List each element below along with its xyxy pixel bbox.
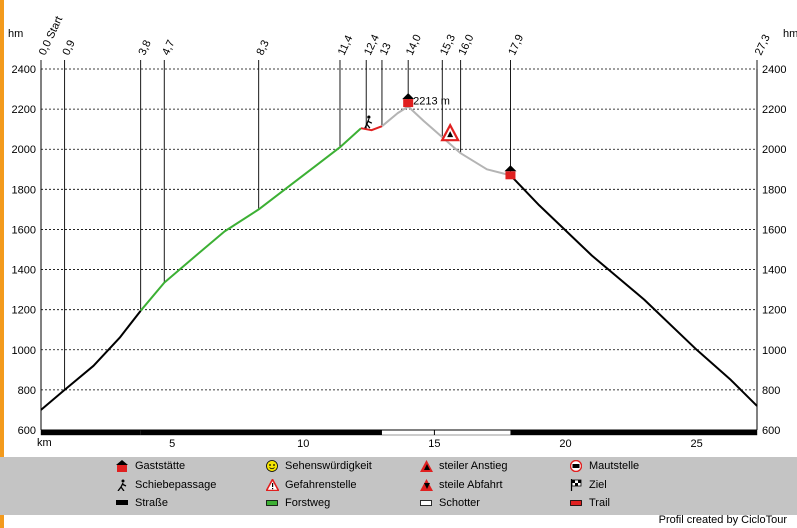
series-line bbox=[509, 174, 758, 407]
legend-label: Mautstelle bbox=[589, 460, 640, 472]
series-line bbox=[381, 105, 511, 177]
waypoint-label: 16,0 bbox=[456, 33, 476, 57]
y-tick-label: 1600 bbox=[12, 224, 36, 236]
legend-label: Gaststätte bbox=[135, 460, 186, 472]
surface-segment bbox=[41, 430, 141, 435]
peak-label: 2213 m bbox=[413, 96, 450, 108]
legend-label: Schotter bbox=[439, 497, 480, 509]
y-tick-label-right: 800 bbox=[762, 385, 780, 397]
legend-label: Ziel bbox=[589, 479, 607, 491]
x-tick-label: 15 bbox=[428, 438, 440, 450]
legend-item: Forstweg bbox=[265, 497, 330, 509]
legend-item: steiler Anstieg bbox=[419, 460, 507, 472]
y-tick-label-right: 1200 bbox=[762, 305, 786, 317]
y-tick-label-right: 1800 bbox=[762, 184, 786, 196]
legend-label: steile Abfahrt bbox=[439, 479, 503, 491]
x-tick-label: 25 bbox=[691, 438, 703, 450]
surface-segment bbox=[510, 430, 757, 435]
y-tick-label: 1800 bbox=[12, 184, 36, 196]
x-tick-label: 20 bbox=[559, 438, 571, 450]
x-tick-label: 10 bbox=[297, 438, 309, 450]
surface-segment bbox=[140, 430, 382, 435]
y-tick-label-right: 2400 bbox=[762, 64, 786, 76]
ziel-icon bbox=[569, 479, 583, 491]
sehenswuerdigkeit-icon bbox=[265, 460, 279, 472]
y-axis-label: hm bbox=[8, 28, 23, 40]
legend-item: Schotter bbox=[419, 497, 480, 509]
schotter-swatch bbox=[419, 497, 433, 509]
trail-swatch bbox=[569, 497, 583, 509]
waypoint-label: 27,3 bbox=[753, 33, 773, 57]
waypoint-label: 0,9 bbox=[60, 38, 77, 57]
y-tick-label-right: 2000 bbox=[762, 144, 786, 156]
y-axis-label-right: hm bbox=[783, 28, 797, 40]
legend-item: Ziel bbox=[569, 479, 607, 491]
waypoint-label: 14,0 bbox=[404, 33, 424, 57]
legend-item: Straße bbox=[115, 497, 168, 509]
y-tick-label: 2200 bbox=[12, 104, 36, 116]
y-tick-label: 1200 bbox=[12, 305, 36, 317]
y-tick-label: 2400 bbox=[12, 64, 36, 76]
series-line bbox=[139, 127, 362, 312]
waypoint-label: 4,7 bbox=[160, 38, 177, 57]
x-axis-label: km bbox=[37, 437, 52, 449]
y-tick-label: 600 bbox=[18, 425, 36, 437]
series-line bbox=[360, 125, 383, 132]
y-tick-label-right: 1600 bbox=[762, 224, 786, 236]
legend-item: Trail bbox=[569, 497, 610, 509]
mautstelle-icon bbox=[569, 460, 583, 472]
y-tick-label-right: 1000 bbox=[762, 345, 786, 357]
legend-label: Straße bbox=[135, 497, 169, 509]
legend-label: Schiebepassage bbox=[135, 479, 217, 491]
legend-item: Schiebepassage bbox=[115, 479, 216, 491]
legend-item: Gefahrenstelle bbox=[265, 479, 357, 491]
gaststaette-icon bbox=[402, 93, 415, 108]
legend-label: Forstweg bbox=[285, 497, 331, 509]
forstweg-swatch bbox=[265, 497, 279, 509]
gefahrenstelle-icon bbox=[265, 479, 279, 491]
y-tick-label-right: 1400 bbox=[762, 265, 786, 277]
y-tick-label: 1000 bbox=[12, 345, 36, 357]
elevation-profile-chart: 600 600 800 800 1000 1000 1200 1200 1400 1400 1600… bbox=[8, 15, 797, 450]
legend-item: Sehenswürdigkeit bbox=[265, 460, 372, 472]
legend-label: steiler Anstieg bbox=[439, 460, 508, 472]
waypoint-label: 8,3 bbox=[255, 38, 272, 57]
waypoint-label: 17,9 bbox=[506, 33, 526, 57]
page-edge-bar bbox=[0, 0, 4, 528]
legend: Gaststätte Sehenswürdigkeit steiler Anst… bbox=[0, 457, 797, 515]
gaststaette-icon bbox=[504, 165, 517, 180]
waypoint-label: 13 bbox=[378, 41, 394, 57]
y-tick-label-right: 2200 bbox=[762, 104, 786, 116]
y-tick-label: 1400 bbox=[12, 265, 36, 277]
steile-abfahrt-icon bbox=[419, 479, 433, 491]
legend-label: Sehenswürdigkeit bbox=[285, 460, 372, 472]
legend-label: Trail bbox=[589, 497, 610, 509]
waypoint-label: 11,4 bbox=[336, 34, 356, 58]
credit-text: Profil created by CicloTour bbox=[658, 514, 787, 526]
y-tick-label: 2000 bbox=[12, 144, 36, 156]
y-tick-label: 800 bbox=[18, 385, 36, 397]
steiler-anstieg-icon bbox=[419, 460, 433, 472]
schiebepassage-icon bbox=[115, 479, 129, 491]
x-tick-label: 5 bbox=[169, 438, 175, 450]
strasse-swatch bbox=[115, 497, 129, 509]
legend-item: Mautstelle bbox=[569, 460, 639, 472]
legend-label: Gefahrenstelle bbox=[285, 479, 357, 491]
legend-item: steile Abfahrt bbox=[419, 479, 503, 491]
gaststaette-icon bbox=[115, 460, 129, 472]
y-tick-label-right: 600 bbox=[762, 425, 780, 437]
waypoint-label: 3,8 bbox=[137, 38, 154, 57]
gefahrenstelle-icon bbox=[440, 122, 460, 142]
waypoint-label: 15,3 bbox=[438, 33, 458, 57]
series-line bbox=[40, 310, 142, 411]
schiebepassage-icon bbox=[364, 115, 373, 129]
legend-item: Gaststätte bbox=[115, 460, 185, 472]
